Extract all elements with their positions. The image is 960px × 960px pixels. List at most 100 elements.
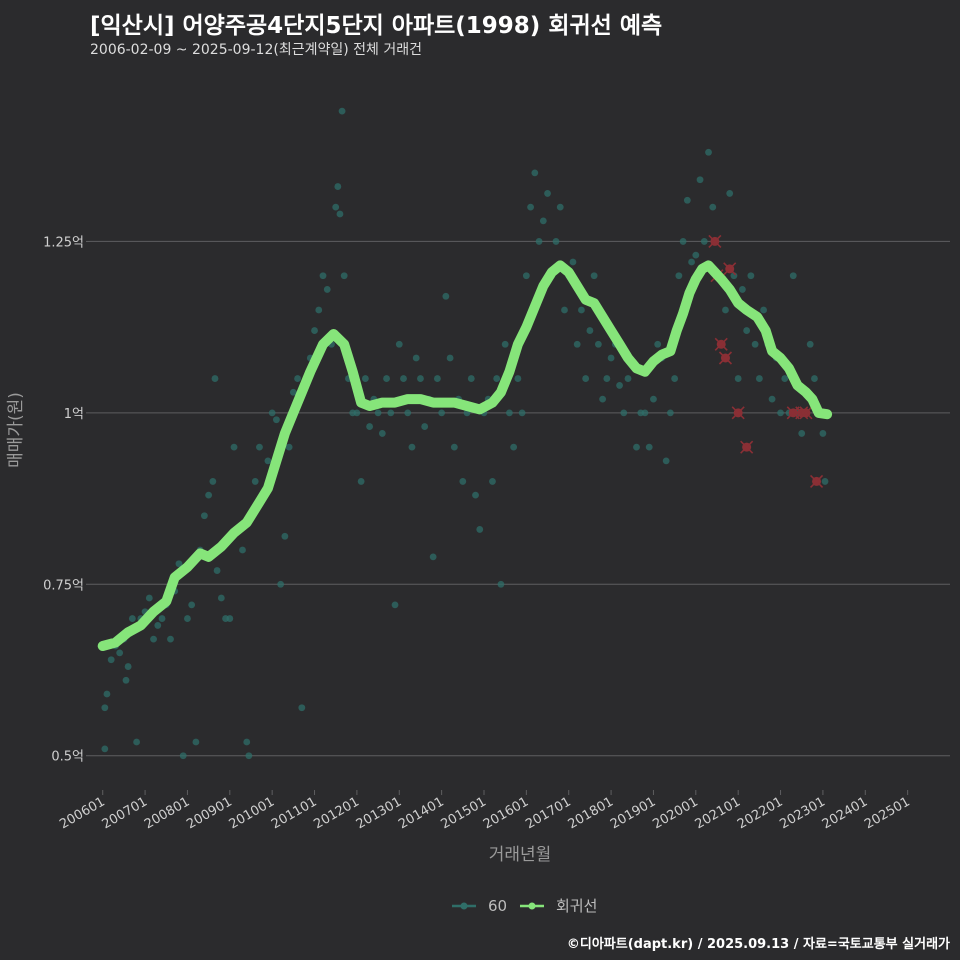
y-tick-label: 1억 <box>64 407 84 422</box>
legend-item: 회귀선 <box>520 897 597 915</box>
trade-point <box>256 443 263 451</box>
trade-point <box>332 203 340 211</box>
trade-point <box>213 567 221 574</box>
regression-line <box>97 260 833 651</box>
legend-item: 60 <box>452 897 507 915</box>
trade-point <box>459 478 467 485</box>
cancelled-cross <box>740 440 754 454</box>
x-axis-ticks: 2006012007012008012009012010012011012012… <box>57 790 913 832</box>
trade-point <box>383 375 390 382</box>
trade-point <box>755 375 763 382</box>
trade-point <box>366 423 374 430</box>
x-tick-label: 201001 <box>227 794 277 832</box>
trade-point <box>789 272 797 280</box>
trade-point <box>531 169 539 177</box>
y-axis-ticks: 0.5억 0.75억 1억 1.25억 <box>43 235 90 765</box>
trade-point <box>688 258 695 266</box>
trade-point <box>506 409 513 417</box>
trade-point <box>334 183 342 190</box>
x-axis-label: 거래년월 <box>489 845 552 865</box>
x-tick-label: 201201 <box>311 794 361 832</box>
trade-point <box>421 423 429 430</box>
trade-point <box>311 327 318 334</box>
trade-point <box>277 580 285 588</box>
trade-point <box>578 306 585 314</box>
y-tick-label: 1.25억 <box>43 235 84 250</box>
trade-point <box>245 752 253 760</box>
trade-point <box>734 375 742 382</box>
cancelled-cross <box>708 234 722 248</box>
trade-point <box>675 272 683 280</box>
trade-point <box>556 203 564 211</box>
trade-point <box>607 354 615 362</box>
trade-point <box>264 457 272 465</box>
trade-point <box>760 306 767 314</box>
legend-label: 60 <box>488 897 507 915</box>
trade-point <box>539 217 547 225</box>
trade-point <box>821 478 829 485</box>
trade-point <box>340 272 348 280</box>
y-axis-label: 매매가(원) <box>6 392 26 468</box>
x-tick-label: 201601 <box>481 794 531 832</box>
trade-point <box>586 327 594 334</box>
trade-point <box>582 375 590 382</box>
legend: 60 회귀선 <box>452 897 597 915</box>
x-tick-label: 202501 <box>862 794 912 832</box>
trade-point <box>294 375 301 382</box>
x-tick-label: 202401 <box>820 794 870 832</box>
trade-point <box>700 238 708 245</box>
trade-point <box>594 340 602 348</box>
trade-point <box>501 340 509 348</box>
trade-point <box>438 409 446 417</box>
trade-point <box>154 622 162 629</box>
trade-point <box>662 457 670 465</box>
trade-point <box>768 395 776 403</box>
trade-point <box>387 409 395 417</box>
x-tick-label: 200701 <box>100 794 150 832</box>
trade-point <box>620 409 628 417</box>
x-tick-label: 202101 <box>693 794 743 832</box>
trade-point <box>101 704 109 712</box>
legend-label: 회귀선 <box>556 897 597 915</box>
trade-point <box>561 306 568 314</box>
trade-point <box>298 704 306 712</box>
trade-point <box>493 375 501 382</box>
trade-point <box>251 478 259 485</box>
trade-point <box>336 210 344 218</box>
trade-point <box>429 553 437 561</box>
trade-point <box>205 491 213 499</box>
y-tick-label: 0.75억 <box>43 578 84 593</box>
trade-point <box>353 409 361 417</box>
trade-point <box>819 430 827 437</box>
trade-point <box>101 745 109 753</box>
trade-point <box>243 738 251 746</box>
trade-point <box>743 327 751 334</box>
trade-point <box>289 388 297 396</box>
cancelled-cross <box>809 474 824 488</box>
trade-point <box>535 238 543 245</box>
trade-point <box>167 635 174 643</box>
trade-point <box>726 190 734 197</box>
trade-point <box>395 340 403 348</box>
trade-point <box>671 375 679 382</box>
trade-point <box>158 615 166 622</box>
legend-swatch-dot <box>460 902 468 910</box>
trade-point <box>709 203 717 211</box>
trade-point <box>133 738 141 746</box>
trade-point <box>268 409 276 417</box>
trade-point <box>527 203 534 211</box>
trade-point <box>654 340 662 348</box>
cancelled-trade-marker <box>708 234 722 248</box>
trade-point <box>616 382 623 389</box>
trade-point <box>391 601 399 609</box>
x-tick-label: 201101 <box>269 794 319 832</box>
trade-point <box>128 615 136 622</box>
cancelled-trade-marker <box>723 262 737 276</box>
trade-point <box>323 286 331 293</box>
x-tick-label: 200601 <box>57 794 107 832</box>
trade-point <box>603 375 611 382</box>
cancelled-trade-marker <box>809 474 824 488</box>
trade-point <box>518 409 526 417</box>
trade-point <box>179 752 187 760</box>
trade-point <box>217 594 225 602</box>
